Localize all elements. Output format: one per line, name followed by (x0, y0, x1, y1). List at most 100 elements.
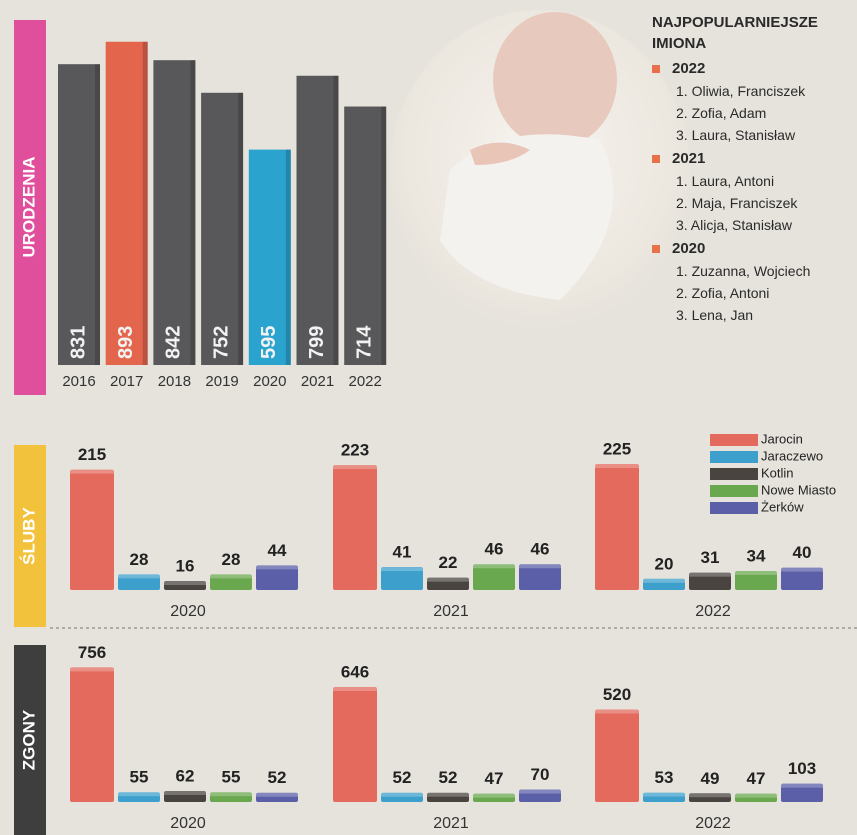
value-label: 41 (393, 543, 412, 562)
bar-top (735, 794, 777, 798)
year-heading: 2022 (652, 60, 852, 77)
legend-label: Jarocin (761, 431, 803, 446)
x-tick-label: 2021 (433, 815, 469, 832)
bar-top (473, 564, 515, 568)
x-tick-label: 2022 (695, 815, 731, 832)
x-tick-label: 2017 (110, 373, 143, 390)
bar-side (190, 60, 195, 365)
name-item: 3. Alicja, Stanisław (652, 214, 852, 236)
bar-top (118, 792, 160, 796)
bar-top (519, 790, 561, 794)
bar-side (95, 64, 100, 365)
bar (333, 465, 377, 590)
legend-swatch (710, 434, 758, 446)
value-label: 52 (439, 768, 458, 787)
bar (595, 709, 639, 802)
value-label: 55 (222, 768, 241, 787)
section-label: ZGONY (19, 709, 38, 770)
value-label: 70 (531, 765, 550, 784)
name-item: 3. Laura, Stanisław (652, 124, 852, 146)
name-item: 1. Zuzanna, Wojciech (652, 260, 852, 282)
legend-label: Kotlin (761, 465, 794, 480)
bar-top (164, 581, 206, 585)
value-label: 714 (353, 325, 375, 359)
x-tick-label: 2022 (695, 603, 731, 620)
bar (201, 93, 243, 365)
name-item: 3. Lena, Jan (652, 304, 852, 326)
bar-top (427, 578, 469, 582)
bar-top (333, 465, 377, 469)
x-tick-label: 2018 (158, 373, 191, 390)
names-box: NAJPOPULARNIEJSZE IMIONA 20221. Oliwia, … (652, 12, 852, 326)
bar-side (286, 150, 291, 365)
bar-top (781, 784, 823, 788)
bar-top (381, 567, 423, 571)
value-label: 62 (176, 766, 195, 785)
bar-top (256, 793, 298, 797)
year: 2021 (672, 150, 705, 167)
section-label: URODZENIA (19, 156, 38, 257)
bar-top (210, 574, 252, 578)
bar-top (689, 573, 731, 577)
value-label: 756 (78, 643, 106, 662)
name-item: 2. Maja, Franciszek (652, 192, 852, 214)
bar-top (427, 793, 469, 797)
x-tick-label: 2020 (170, 603, 206, 620)
bar (70, 470, 114, 590)
x-tick-label: 2021 (433, 603, 469, 620)
value-label: 46 (485, 540, 504, 559)
value-label: 53 (655, 768, 674, 787)
value-label: 22 (439, 553, 458, 572)
value-label: 799 (306, 326, 328, 359)
value-label: 34 (747, 546, 766, 565)
value-label: 28 (222, 550, 241, 569)
value-label: 31 (701, 548, 720, 567)
year: 2022 (672, 60, 705, 77)
value-label: 47 (485, 769, 504, 788)
x-tick-label: 2021 (301, 373, 334, 390)
value-label: 52 (393, 768, 412, 787)
year: 2020 (672, 240, 705, 257)
value-label: 646 (341, 662, 369, 681)
bar (58, 64, 100, 365)
bar (297, 76, 339, 365)
bar-top (210, 792, 252, 796)
value-label: 44 (268, 541, 287, 560)
bar-top (643, 793, 685, 797)
value-label: 842 (163, 326, 185, 359)
value-label: 595 (258, 326, 280, 359)
section-label: ŚLUBY (19, 507, 38, 565)
bar (595, 464, 639, 590)
bar-top (689, 793, 731, 797)
bar-side (238, 93, 243, 365)
bar-side (143, 42, 148, 365)
value-label: 223 (341, 441, 369, 460)
bar (106, 42, 148, 365)
value-label: 28 (130, 550, 149, 569)
legend-swatch (710, 502, 758, 514)
x-tick-label: 2020 (170, 815, 206, 832)
value-label: 20 (655, 554, 674, 573)
bar-top (595, 464, 639, 468)
name-item: 2. Zofia, Antoni (652, 282, 852, 304)
value-label: 215 (78, 445, 106, 464)
value-label: 40 (793, 543, 812, 562)
bar-side (334, 76, 339, 365)
name-item: 2. Zofia, Adam (652, 102, 852, 124)
value-label: 520 (603, 685, 631, 704)
legend-swatch (710, 485, 758, 497)
bar-top (735, 571, 777, 575)
value-label: 103 (788, 759, 816, 778)
bar-side (381, 107, 386, 365)
bar-top (595, 709, 639, 713)
year-heading: 2020 (652, 240, 852, 257)
bar-top (333, 687, 377, 691)
page: URODZENIA ŚLUBY ZGONY 831201689320178422… (0, 0, 857, 835)
value-label: 46 (531, 540, 550, 559)
bullet (652, 155, 660, 163)
legend-swatch (710, 451, 758, 463)
legend-swatch (710, 468, 758, 480)
bullet (652, 245, 660, 253)
bar-top (381, 793, 423, 797)
bar (153, 60, 195, 365)
